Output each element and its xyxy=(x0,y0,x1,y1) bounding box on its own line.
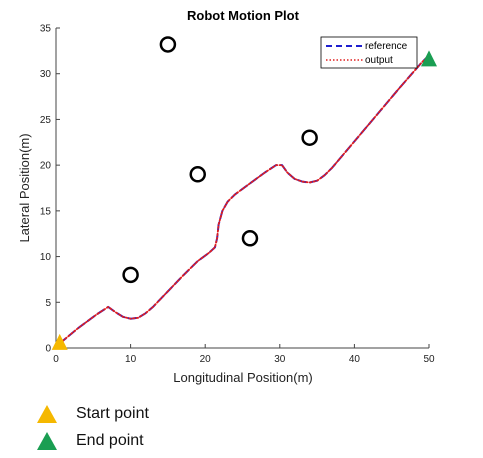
y-tick-label: 30 xyxy=(40,69,52,80)
end-point-icon xyxy=(37,432,57,450)
x-tick-label: 10 xyxy=(125,354,137,365)
obstacle-circle xyxy=(189,166,206,183)
end-point-label: End point xyxy=(76,432,144,449)
series-output-line xyxy=(58,54,430,345)
y-tick-label: 10 xyxy=(40,252,52,263)
obstacle-circle xyxy=(122,266,139,284)
y-tick-label: 35 xyxy=(40,24,52,35)
legend-reference-label: reference xyxy=(365,41,408,52)
legend-box xyxy=(320,36,418,69)
y-axis-label: Lateral Position(m) xyxy=(17,133,32,242)
obstacle-circle xyxy=(241,230,259,247)
start-point-marker xyxy=(51,333,68,350)
x-tick-label: 20 xyxy=(200,354,212,365)
obstacles xyxy=(122,36,318,284)
x-axis-label: Longitudinal Position(m) xyxy=(173,370,312,385)
start-point-icon xyxy=(37,405,57,423)
endpoint-markers xyxy=(51,50,437,350)
y-tick-label: 15 xyxy=(40,206,52,217)
x-tick-label: 50 xyxy=(423,354,435,365)
axes: 0 10 20 30 40 50 0 5 10 15 20 25 30 35 xyxy=(40,24,435,366)
obstacle-circle xyxy=(159,36,177,53)
x-tick-label: 0 xyxy=(53,354,59,365)
robot-motion-chart: Robot Motion Plot 0 10 20 30 40 50 0 5 10 15 20 25 3… xyxy=(17,8,437,385)
y-tick-label: 20 xyxy=(40,161,52,172)
start-point-key: Start point xyxy=(36,401,149,427)
series-reference-line xyxy=(58,54,430,345)
x-tick-label: 40 xyxy=(349,354,361,365)
obstacle-circle xyxy=(301,129,318,146)
chart-title: Robot Motion Plot xyxy=(187,8,300,23)
x-tick-label: 30 xyxy=(274,354,286,365)
legend-output-label: output xyxy=(365,55,393,66)
start-point-label: Start point xyxy=(76,405,149,422)
end-point-marker xyxy=(421,50,437,67)
y-tick-label: 25 xyxy=(40,115,52,126)
y-tick-label: 0 xyxy=(45,344,51,355)
legend: reference output xyxy=(320,36,418,69)
y-tick-label: 5 xyxy=(45,298,51,309)
end-point-key: End point xyxy=(36,428,144,454)
trajectory-lines xyxy=(58,54,430,345)
